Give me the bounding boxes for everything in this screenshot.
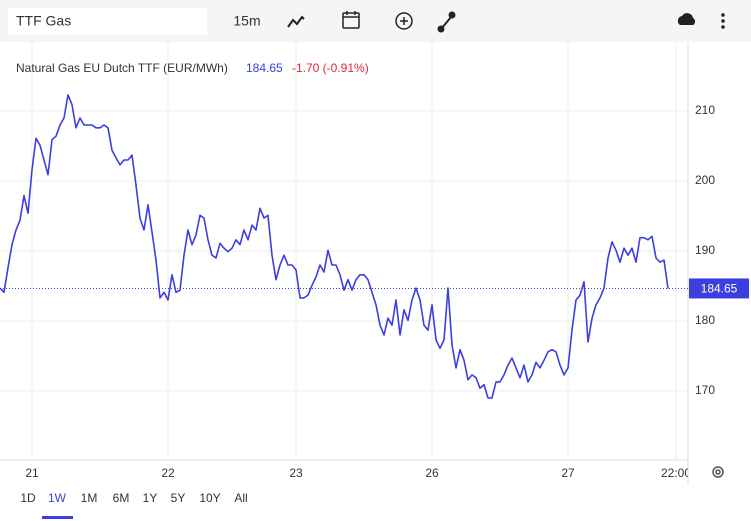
range-button[interactable]: 1W xyxy=(48,491,67,505)
x-tick-label: 26 xyxy=(425,466,439,480)
range-underline xyxy=(42,516,73,519)
legend-price: 184.65 xyxy=(246,61,283,75)
x-tick-label: 23 xyxy=(289,466,303,480)
draw-icon[interactable] xyxy=(437,11,456,33)
range-button[interactable]: 1D xyxy=(20,491,36,505)
range-button[interactable]: 1M xyxy=(81,491,98,505)
chart-type-icon[interactable] xyxy=(287,15,305,28)
x-tick-label: 21 xyxy=(25,466,39,480)
range-button[interactable]: 5Y xyxy=(171,491,186,505)
last-price-label: 184.65 xyxy=(701,282,738,296)
symbol[interactable]: TTF Gas xyxy=(16,13,71,29)
y-tick-label: 170 xyxy=(695,383,715,397)
y-tick-label: 200 xyxy=(695,173,715,187)
interval[interactable]: 15m xyxy=(233,13,260,29)
symbol-box[interactable] xyxy=(8,8,207,35)
calendar-icon[interactable] xyxy=(342,11,360,29)
legend-title: Natural Gas EU Dutch TTF (EUR/MWh) xyxy=(16,61,228,75)
y-tick-label: 210 xyxy=(695,103,715,117)
menu-icon[interactable] xyxy=(721,13,725,29)
y-tick-label: 190 xyxy=(695,243,715,257)
price-line xyxy=(0,94,669,399)
range-button[interactable]: 10Y xyxy=(199,491,220,505)
download-icon[interactable] xyxy=(677,13,696,25)
last-price-box xyxy=(689,278,749,299)
range-button[interactable]: 1Y xyxy=(143,491,158,505)
plot: 21 22 23 26 27 22:00 xyxy=(0,42,691,480)
range-button[interactable]: 6M xyxy=(113,491,130,505)
legend: Natural Gas EU Dutch TTF (EUR/MWh) 184.6… xyxy=(16,61,369,75)
x-tick-label: 27 xyxy=(561,466,575,480)
x-tick-label: 22 xyxy=(161,466,175,480)
compare-icon[interactable] xyxy=(395,12,413,30)
settings-icon[interactable] xyxy=(712,466,724,478)
y-tick-label: 180 xyxy=(695,313,715,327)
x-tick-label: 22:00 xyxy=(661,466,691,480)
range-button[interactable]: All xyxy=(234,491,247,505)
legend-change: -1.70 (-0.91%) xyxy=(292,61,369,75)
